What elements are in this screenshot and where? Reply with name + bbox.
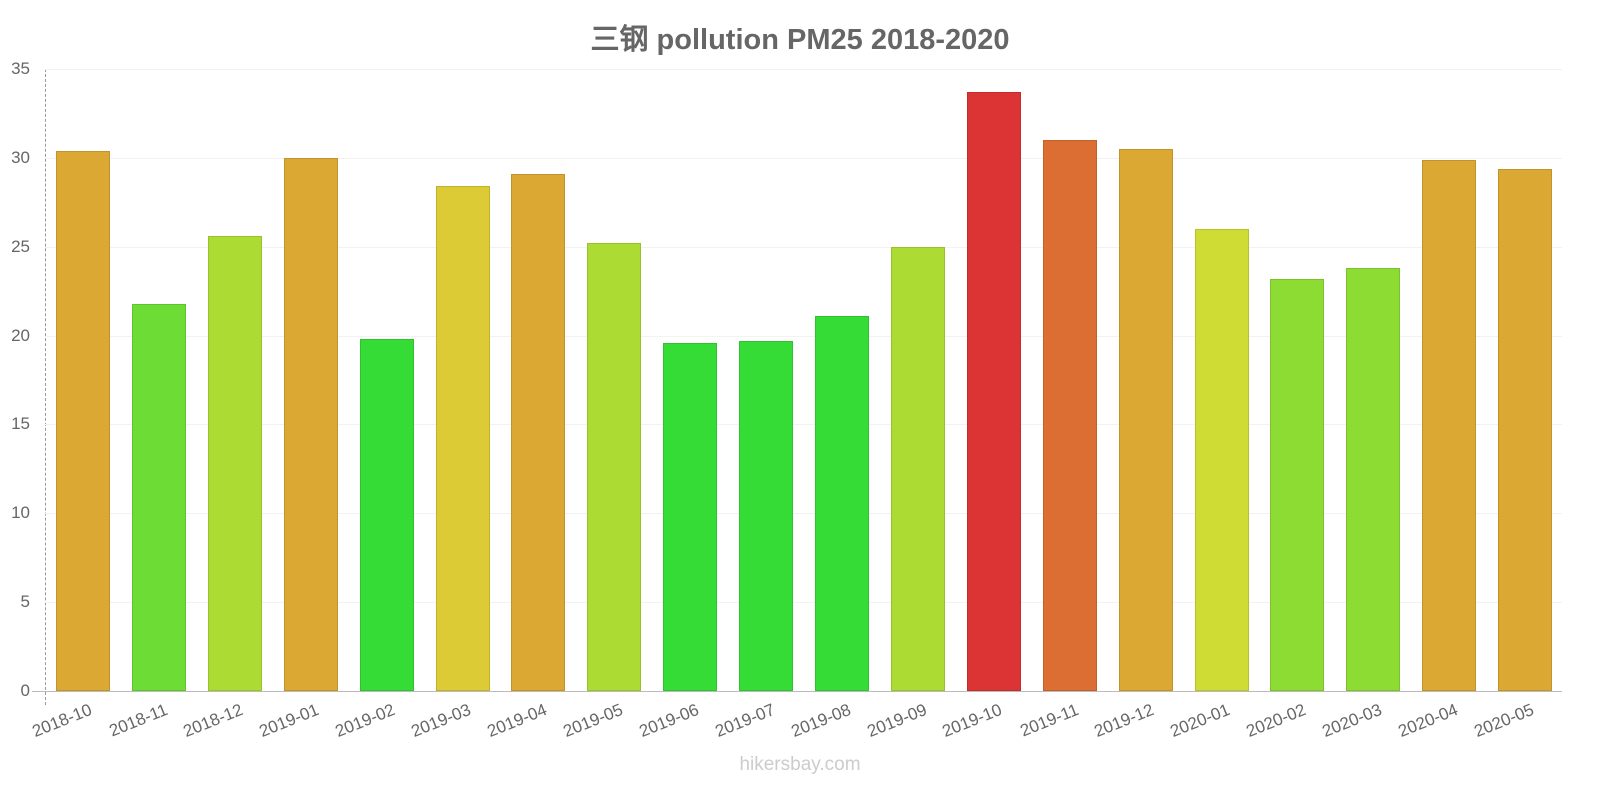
bar-2019-09[interactable] [890, 246, 945, 691]
watermark: hikersbay.com [739, 754, 861, 775]
x-tick-label: 2020-03 [1319, 700, 1385, 741]
gridline [45, 513, 1562, 515]
bar-2020-03[interactable] [1346, 268, 1401, 691]
y-tick-label: 20 [11, 325, 30, 345]
x-tick-label: 2018-11 [106, 700, 171, 741]
bar-2019-10[interactable] [966, 92, 1021, 691]
bar-2019-04[interactable] [511, 173, 566, 691]
x-tick-label: 2018-10 [29, 700, 95, 741]
bar-2019-11[interactable] [1042, 140, 1097, 691]
bar-2019-01[interactable] [283, 157, 338, 691]
bar-2019-05[interactable] [587, 243, 642, 691]
x-axis-line [32, 691, 1562, 692]
y-tick-label: 35 [11, 59, 30, 78]
bar-2020-04[interactable] [1422, 159, 1477, 691]
y-axis-line [45, 69, 46, 705]
gridline [45, 246, 1562, 248]
x-tick-label: 2019-12 [1091, 700, 1157, 741]
x-tick-label: 2019-08 [788, 700, 854, 741]
x-tick-label: 2020-01 [1167, 700, 1233, 741]
bar-2020-02[interactable] [1270, 278, 1325, 691]
y-tick-label: 5 [20, 592, 30, 612]
bar-2019-02[interactable] [359, 339, 414, 691]
x-tick-label: 2019-07 [712, 700, 778, 741]
gridline [45, 602, 1562, 604]
x-tick-label: 2019-04 [484, 700, 550, 741]
y-tick-label: 30 [11, 147, 30, 167]
x-tick-label: 2019-03 [408, 700, 474, 741]
gridline [45, 157, 1562, 159]
x-tick-label: 2020-02 [1243, 700, 1309, 741]
x-tick-label: 2019-06 [636, 700, 702, 741]
y-tick-label: 0 [20, 681, 30, 700]
bar-2019-07[interactable] [739, 340, 794, 691]
bar-2018-11[interactable] [131, 303, 186, 691]
x-tick-label: 2019-01 [256, 700, 322, 741]
gridline [45, 335, 1562, 337]
gridline [45, 424, 1562, 426]
bar-2020-05[interactable] [1498, 168, 1553, 691]
gridline [45, 69, 1562, 70]
x-tick-label: 2019-05 [560, 700, 626, 741]
bar-2020-01[interactable] [1194, 228, 1249, 691]
bar-2019-03[interactable] [435, 186, 490, 691]
y-tick-label: 25 [11, 236, 30, 256]
x-tick-label: 2018-12 [180, 700, 246, 741]
x-tick-label: 2019-10 [939, 700, 1005, 741]
bar-2019-08[interactable] [815, 316, 869, 691]
bar-2018-12[interactable] [207, 236, 262, 691]
y-tick-label: 10 [11, 503, 30, 523]
x-tick-label: 2020-04 [1395, 700, 1461, 741]
x-tick-label: 2019-11 [1017, 700, 1081, 741]
bar-2018-10[interactable] [56, 150, 110, 691]
x-tick-label: 2020-05 [1471, 700, 1537, 741]
x-tick-label: 2019-02 [332, 700, 398, 741]
y-tick-label: 15 [11, 414, 30, 434]
chart-title: 三钢 pollution PM25 2018-2020 [590, 24, 1010, 56]
bar-2019-06[interactable] [663, 342, 718, 691]
bar-2019-12[interactable] [1118, 148, 1173, 691]
x-tick-label: 2019-09 [864, 700, 930, 741]
